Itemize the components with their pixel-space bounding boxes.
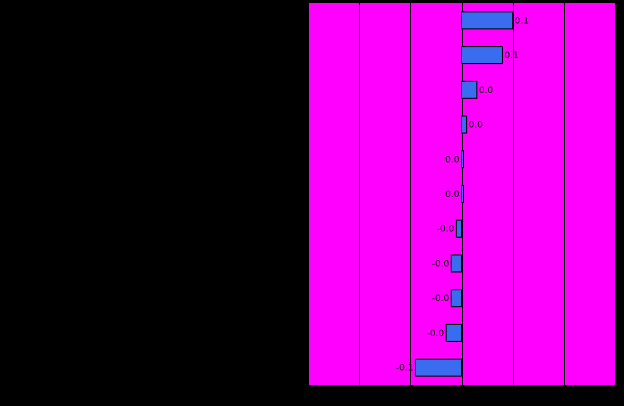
bar-label-8: -0.0 xyxy=(432,294,450,304)
gridlines xyxy=(308,3,616,385)
bar-0 xyxy=(461,11,514,30)
bar-2 xyxy=(461,80,478,99)
bar-label-3: 0.0 xyxy=(469,121,484,131)
bar-label-5: 0.0 xyxy=(445,190,460,200)
bar-label-2: 0.0 xyxy=(479,86,494,96)
bar-6 xyxy=(455,219,462,238)
bar-label-6: -0.0 xyxy=(437,225,455,235)
bar-label-4: 0.0 xyxy=(445,155,460,165)
bar-1 xyxy=(461,46,503,65)
bar-10 xyxy=(414,358,463,377)
bar-label-10: -0.1 xyxy=(396,364,414,374)
bar-7 xyxy=(450,254,462,273)
bar-8 xyxy=(450,289,462,308)
bar-4 xyxy=(461,150,464,169)
bar-label-9: -0.0 xyxy=(427,329,445,339)
bar-label-7: -0.0 xyxy=(432,259,450,269)
bar-9 xyxy=(445,323,462,342)
data-labels: 0.1 0.1 0.0 0.0 0.0 0.0 -0.0 -0.0 -0.0 -0.0 -0.1 xyxy=(396,16,529,373)
bar-label-0: 0.1 xyxy=(515,16,529,26)
bars xyxy=(414,11,514,377)
bar-label-1: 0.1 xyxy=(504,51,518,61)
bar-3 xyxy=(461,115,468,134)
bar-5 xyxy=(461,185,464,203)
